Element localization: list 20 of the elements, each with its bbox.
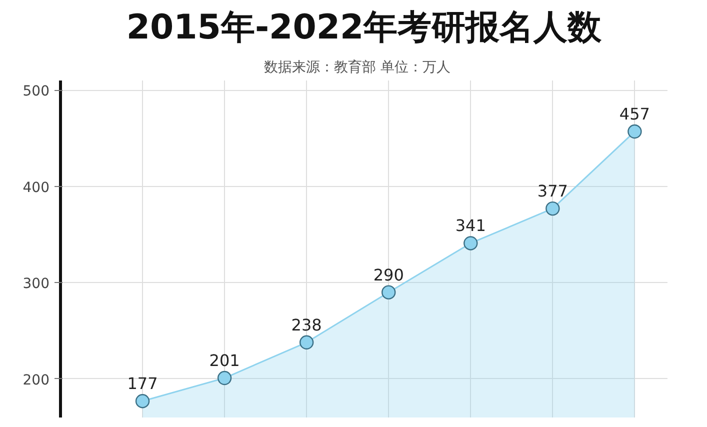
y-tick-label: 500	[22, 84, 50, 100]
data-label: 457	[619, 104, 650, 124]
point	[464, 236, 478, 250]
chart-title: 2015年-2022年考研报名人数	[126, 8, 603, 48]
chart-subtitle: 数据来源：教育部 单位：万人	[264, 58, 451, 76]
point	[382, 285, 396, 300]
point	[628, 124, 642, 139]
point	[299, 335, 314, 350]
point	[546, 201, 560, 216]
data-label: 341	[455, 216, 486, 236]
data-label: 201	[209, 351, 240, 370]
point	[217, 370, 232, 386]
y-tick-label: 200	[22, 372, 50, 388]
data-label: 238	[291, 315, 322, 334]
y-tick-label: 300	[22, 276, 50, 292]
point	[135, 394, 150, 408]
data-label: 377	[537, 182, 568, 201]
data-label: 290	[373, 265, 404, 284]
y-tick-label: 400	[22, 180, 50, 196]
data-label: 177	[127, 374, 158, 394]
